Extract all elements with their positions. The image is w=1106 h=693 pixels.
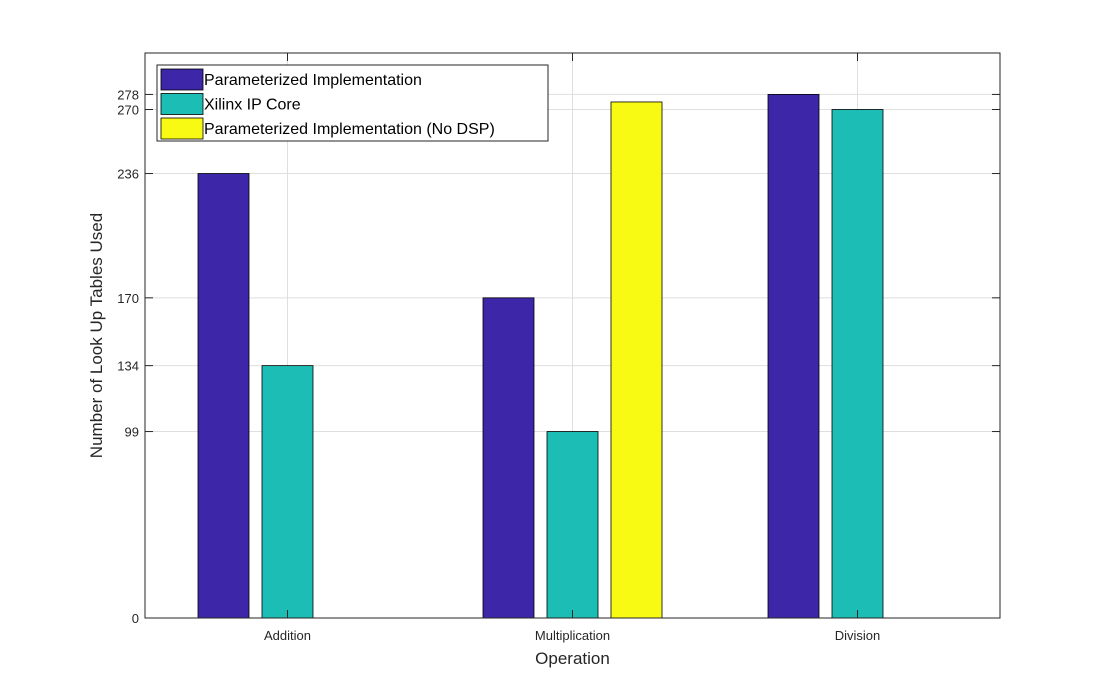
y-tick-label: 278 [117, 87, 139, 102]
legend-items: Parameterized Implementation Xilinx IP Co… [160, 68, 495, 140]
legend: Parameterized Implementation Xilinx IP Co… [156, 64, 549, 142]
y-axis-label: Number of Look Up Tables Used [87, 213, 106, 458]
legend-label: Xilinx IP Core [204, 97, 301, 114]
x-tick-label: Multiplication [535, 628, 610, 643]
legend-label: Parameterized Implementation [204, 72, 422, 89]
legend-label: Parameterized Implementation (No DSP) [204, 121, 495, 138]
legend-swatch [160, 117, 204, 140]
bar [767, 94, 820, 619]
y-tick-label: 134 [117, 359, 139, 374]
x-axis-ticks: Addition Multiplication Division [264, 53, 880, 643]
bar [831, 109, 884, 619]
legend-swatch [160, 68, 204, 91]
bars [197, 94, 884, 619]
y-tick-label: 99 [125, 425, 139, 440]
bar [261, 365, 314, 619]
x-tick-label: Division [835, 628, 881, 643]
x-axis-label: Operation [535, 649, 610, 668]
bar [610, 101, 663, 619]
y-tick-label: 0 [132, 611, 139, 626]
legend-swatch [160, 93, 204, 115]
bar [197, 173, 250, 619]
y-tick-label: 170 [117, 291, 139, 306]
x-tick-label: Addition [264, 628, 311, 643]
legend-box [156, 64, 549, 142]
bar [482, 297, 535, 619]
y-tick-label: 236 [117, 167, 139, 182]
y-tick-label: 270 [117, 103, 139, 118]
bar [546, 431, 599, 619]
